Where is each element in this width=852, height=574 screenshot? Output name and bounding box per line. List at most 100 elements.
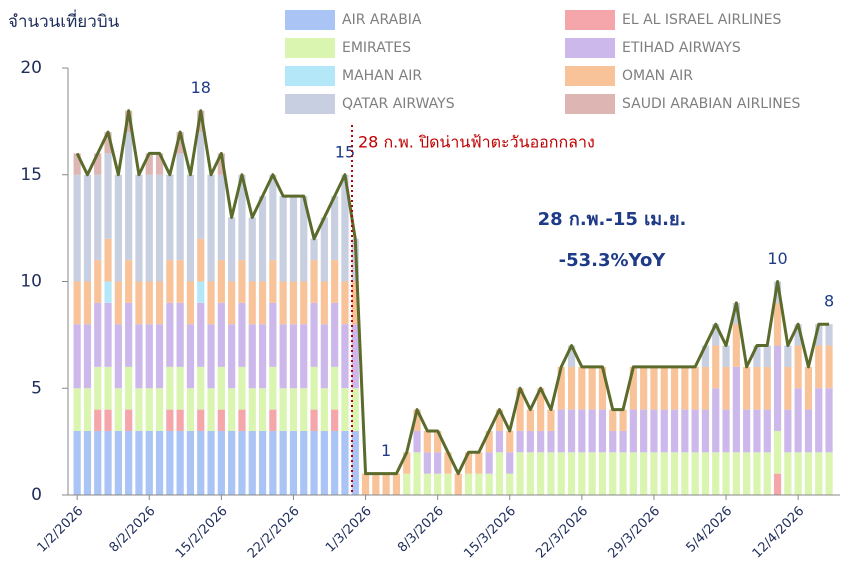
bar-segment bbox=[279, 388, 287, 431]
bar-segment bbox=[310, 238, 318, 261]
bar-segment bbox=[423, 452, 431, 474]
bar-segment bbox=[104, 281, 112, 303]
bar-segment bbox=[547, 430, 555, 453]
bar-segment bbox=[732, 302, 740, 325]
bar-segment bbox=[691, 452, 699, 495]
bar-segment bbox=[341, 388, 349, 431]
legend-label: AIR ARABIA bbox=[342, 12, 422, 28]
bar-segment bbox=[125, 430, 133, 495]
legend-swatch bbox=[565, 94, 615, 114]
bar-segment bbox=[279, 281, 287, 325]
bar-segment bbox=[228, 217, 236, 282]
bar-segment bbox=[773, 345, 782, 431]
bar-segment bbox=[238, 409, 246, 431]
bar-segment bbox=[73, 388, 81, 431]
bar-segment bbox=[485, 430, 493, 453]
bar-segment bbox=[773, 430, 782, 474]
bar-segment bbox=[506, 430, 514, 453]
bar-segment bbox=[228, 281, 236, 325]
bar-segment bbox=[238, 260, 246, 303]
bar-segment bbox=[73, 430, 81, 495]
bar-segment bbox=[382, 473, 390, 495]
bar-segment bbox=[701, 409, 710, 453]
bar-segment bbox=[464, 473, 473, 495]
bar-segment bbox=[104, 409, 112, 431]
bar-segment bbox=[361, 473, 370, 495]
bar-segment bbox=[145, 388, 153, 431]
bar-segment bbox=[176, 430, 184, 495]
bar-segment bbox=[310, 260, 318, 303]
bar-segment bbox=[279, 196, 287, 282]
bar-segment bbox=[475, 473, 483, 495]
legend-label: EMIRATES bbox=[342, 40, 411, 56]
bar-segment bbox=[289, 430, 298, 495]
bar-segment bbox=[423, 430, 431, 453]
bar-segment bbox=[248, 217, 256, 282]
bar-segment bbox=[495, 430, 504, 453]
bar-segment bbox=[228, 388, 236, 431]
bar-segment bbox=[104, 153, 112, 239]
bar-segment bbox=[331, 302, 339, 367]
bar-segment bbox=[238, 302, 246, 367]
legend-label: OMAN AIR bbox=[622, 68, 693, 84]
bar-segment bbox=[217, 430, 225, 495]
y-tick-label: 0 bbox=[31, 485, 42, 505]
bar-segment bbox=[331, 409, 339, 431]
bar-segment bbox=[629, 409, 637, 453]
bar-segment bbox=[660, 452, 668, 495]
bar-segment bbox=[228, 430, 236, 495]
bar-segment bbox=[578, 366, 586, 410]
bar-segment bbox=[712, 452, 720, 495]
bar-segment bbox=[207, 174, 215, 282]
bar-segment bbox=[135, 174, 143, 282]
bar-segment bbox=[722, 452, 730, 495]
bar-segment bbox=[176, 153, 184, 261]
data-label: 1 bbox=[381, 441, 391, 460]
data-label: 15 bbox=[335, 142, 355, 161]
bar-segment bbox=[269, 366, 277, 410]
bar-segment bbox=[125, 260, 133, 303]
bar-segment bbox=[331, 430, 339, 495]
bar-segment bbox=[495, 452, 504, 495]
bar-segment bbox=[269, 260, 277, 303]
bar-segment bbox=[197, 366, 205, 410]
bar-segment bbox=[176, 132, 184, 154]
x-tick-label: 15/3/2026 bbox=[461, 504, 519, 562]
bar-segment bbox=[712, 388, 720, 453]
bar-segment bbox=[320, 217, 328, 282]
bar-segment bbox=[320, 281, 328, 325]
bar-segment bbox=[258, 388, 267, 431]
bar-segment bbox=[732, 366, 740, 453]
bar-segment bbox=[125, 409, 133, 431]
annotation: -53.3%YoY bbox=[559, 250, 667, 271]
bar-segment bbox=[289, 196, 298, 282]
legend-swatch bbox=[285, 66, 335, 86]
x-tick-label: 8/2/2026 bbox=[107, 504, 159, 556]
bar-segment bbox=[207, 388, 215, 431]
bar-segment bbox=[217, 366, 225, 410]
bar-segment bbox=[485, 452, 493, 474]
bar-segment bbox=[104, 238, 112, 282]
bar-segment bbox=[351, 388, 359, 431]
bar-segment bbox=[186, 174, 195, 282]
bar-segment bbox=[567, 409, 576, 453]
legend-label: QATAR AIRWAYS bbox=[342, 96, 455, 112]
legend-swatch bbox=[565, 38, 615, 58]
bar-segment bbox=[722, 409, 730, 453]
bar-segment bbox=[258, 196, 267, 282]
bar-segment bbox=[341, 324, 349, 389]
bar-segment bbox=[650, 409, 658, 453]
bar-segment bbox=[413, 409, 421, 431]
bar-segment bbox=[166, 174, 174, 261]
bar-segment bbox=[495, 409, 504, 431]
bar-segment bbox=[763, 366, 771, 410]
bar-segment bbox=[743, 409, 751, 453]
bar-segment bbox=[104, 366, 112, 410]
bar-segment bbox=[269, 409, 277, 431]
bar-segment bbox=[186, 430, 195, 495]
bar-segment bbox=[619, 452, 627, 495]
bar-segment bbox=[176, 409, 184, 431]
bar-segment bbox=[763, 409, 771, 453]
legend-label: MAHAN AIR bbox=[342, 68, 422, 84]
bar-segment bbox=[135, 324, 143, 389]
